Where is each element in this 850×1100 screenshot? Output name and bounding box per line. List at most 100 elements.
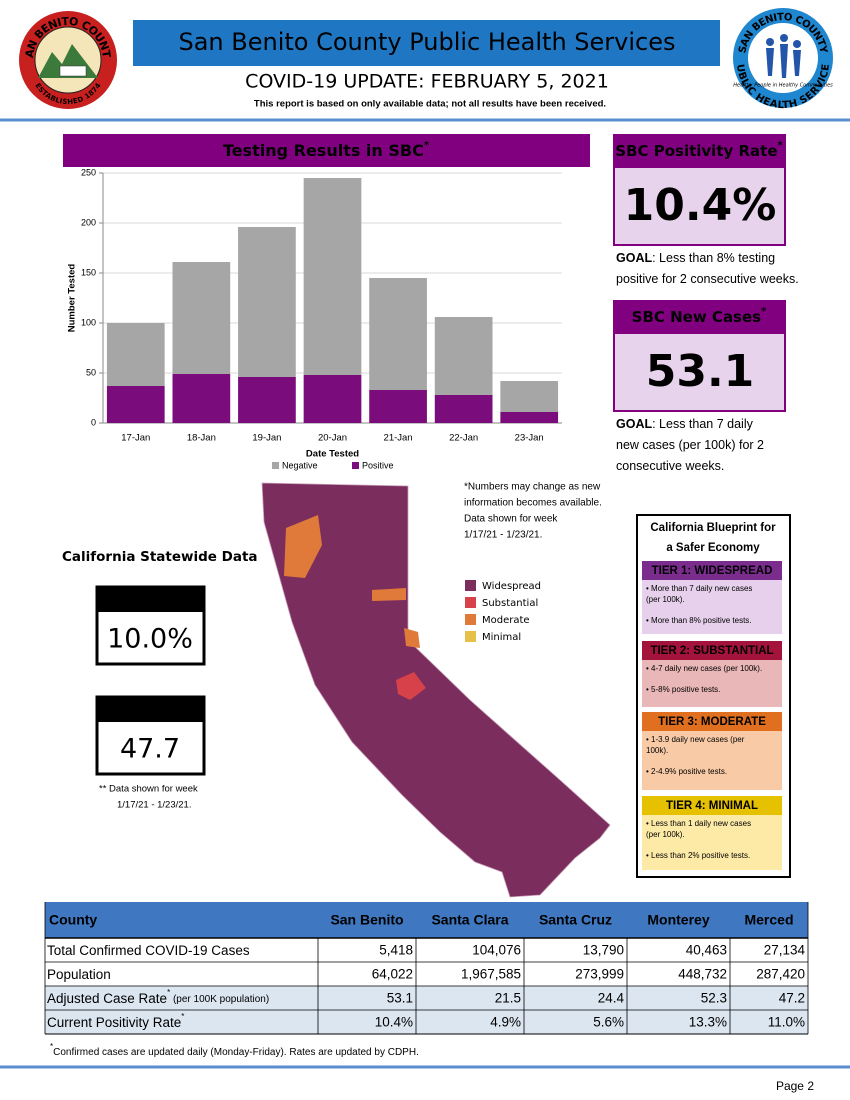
bar	[369, 278, 427, 390]
bar	[303, 375, 362, 423]
table-row-label: Adjusted Case Rate* (per 100K population…	[47, 988, 269, 1005]
tier-bullet: (per 100k).	[646, 830, 685, 839]
map-legend-label: Substantial	[482, 598, 538, 609]
stat-title: New Cases**	[111, 702, 189, 718]
bar	[106, 323, 165, 386]
legend-swatch	[352, 462, 359, 469]
logo-people	[766, 34, 801, 78]
tier-bullet: • 4-7 daily new cases (per 100k).	[646, 664, 762, 673]
statewide-title: California Statewide Data	[62, 549, 258, 565]
county-substantial	[396, 672, 426, 700]
tier-body	[642, 580, 782, 634]
stat-title: Positivity Rate**	[101, 592, 199, 608]
page-number: Page 2	[776, 1079, 814, 1093]
table-cell: 11.0%	[768, 1015, 805, 1030]
box-title: SBC New Cases*	[632, 306, 767, 326]
table-column-header: San Benito	[330, 912, 403, 928]
blueprint-title: California Blueprint for	[650, 522, 776, 534]
table-header	[45, 902, 808, 938]
table-row-label: Population	[47, 967, 111, 982]
table-column-header: Santa Cruz	[539, 912, 612, 928]
header-note: This report is based on only available d…	[254, 99, 606, 110]
text-part: **	[180, 702, 190, 712]
text-part: Population	[47, 967, 111, 982]
x-tick-label: 21-Jan	[384, 433, 413, 444]
table-cell: 448,732	[678, 967, 727, 982]
x-tick-label: 18-Jan	[187, 433, 216, 444]
text-part: New Cases	[111, 703, 179, 718]
chart-title-bar	[63, 134, 590, 167]
table-row-fill	[45, 1010, 808, 1034]
map-note: information becomes available.	[464, 498, 602, 509]
map-legend-label: Minimal	[482, 632, 521, 643]
text-part: positive for 2 consecutive weeks.	[616, 272, 799, 286]
table-cell: 1,967,585	[461, 967, 521, 982]
text-part: (per 100K population)	[170, 994, 269, 1005]
tier-bullet: • More than 8% positive tests.	[646, 616, 752, 625]
stat-box-header	[97, 697, 204, 722]
stat-box-header	[97, 587, 204, 612]
bar	[303, 178, 362, 375]
county-moderate	[372, 588, 406, 601]
legend-label: Negative	[282, 460, 318, 470]
map-note: Data shown for week	[464, 514, 558, 525]
bar	[106, 386, 165, 423]
text-part: *	[181, 1012, 184, 1021]
table-column-header: County	[49, 912, 97, 928]
tier-body	[642, 815, 782, 870]
table-cell: 21.5	[495, 991, 521, 1006]
text-part: Total Confirmed COVID-19 Cases	[47, 943, 250, 958]
legend-label: Positive	[362, 460, 394, 470]
table-cell: 104,076	[472, 943, 521, 958]
tier-body	[642, 731, 782, 790]
bar	[172, 262, 231, 374]
y-tick-label: 100	[81, 317, 96, 327]
x-tick-label: 22-Jan	[449, 433, 478, 444]
text-part: SBC New Cases	[632, 308, 762, 326]
bar	[434, 317, 493, 395]
y-tick-label: 200	[81, 217, 96, 227]
goal-text: positive for 2 consecutive weeks.	[616, 272, 799, 286]
x-axis-label: Date Tested	[306, 449, 359, 460]
text-part: consecutive weeks.	[616, 459, 724, 473]
tier-name: TIER 2: SUBSTANTIAL	[650, 645, 773, 657]
table-cell: 13,790	[583, 943, 624, 958]
bar	[238, 227, 296, 377]
table-cell: 5.6%	[593, 1015, 624, 1030]
table-cell: 4.9%	[490, 1015, 521, 1030]
table-cell: 53.1	[387, 991, 413, 1006]
goal-text: GOAL: Less than 8% testing	[616, 251, 775, 265]
tier-name: TIER 4: MINIMAL	[666, 800, 758, 812]
table-column-header: Monterey	[647, 912, 709, 928]
map-legend-swatch	[465, 614, 476, 625]
bar	[500, 412, 559, 423]
california	[261, 482, 611, 898]
y-tick-label: 150	[81, 267, 96, 277]
table-cell: 24.4	[598, 991, 625, 1006]
county-moderate	[404, 628, 420, 648]
bar	[172, 374, 231, 423]
tier-bullet: (per 100k).	[646, 595, 685, 604]
text-part: *	[761, 306, 767, 317]
text-part: Current Positivity Rate	[47, 1015, 181, 1030]
bar	[369, 390, 427, 423]
tier-bullet: • Less than 1 daily new cases	[646, 819, 751, 828]
box-title: SBC Positivity Rate*	[615, 140, 783, 160]
map-legend-swatch	[465, 597, 476, 608]
box-body	[613, 332, 786, 412]
title-banner	[133, 20, 720, 66]
y-tick-label: 250	[81, 167, 96, 177]
map-legend-swatch	[465, 580, 476, 591]
text-part: Positivity Rate	[101, 593, 190, 608]
stat-value: 47.7	[120, 734, 180, 765]
map-note: *Numbers may change as new	[464, 482, 601, 493]
table-cell: 40,463	[686, 943, 727, 958]
tier-header	[642, 641, 782, 660]
tier-bullet: • More than 7 daily new cases	[646, 584, 752, 593]
tier-bullet: • 2-4.9% positive tests.	[646, 767, 727, 776]
x-tick-label: 17-Jan	[121, 433, 150, 444]
tier-bullet: • 1-3.9 daily new cases (per	[646, 735, 745, 744]
logo-building	[59, 65, 87, 77]
